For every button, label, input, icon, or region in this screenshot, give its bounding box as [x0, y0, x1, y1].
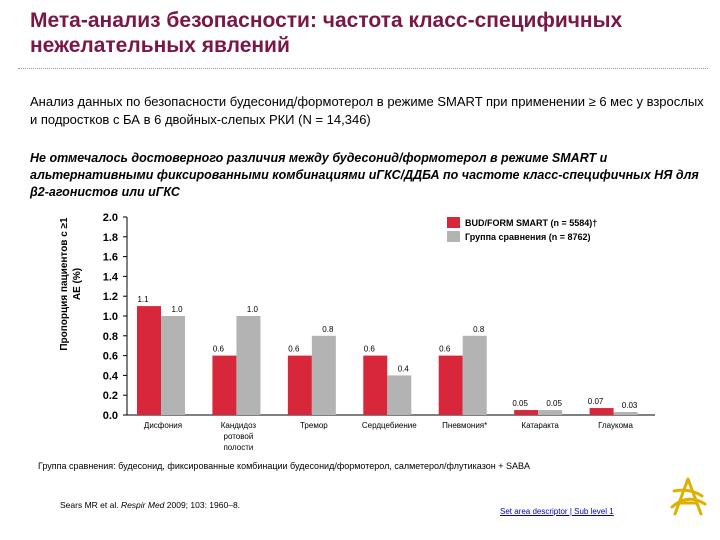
- legend-swatch: [447, 231, 460, 242]
- bar: [514, 410, 539, 415]
- data-label: 0.4: [398, 364, 410, 373]
- y-tick-label: 1.0: [103, 311, 118, 323]
- data-label: 0.05: [512, 399, 528, 408]
- data-label: 1.1: [137, 295, 149, 304]
- y-tick-label: 0.0: [103, 410, 118, 422]
- bar: [236, 316, 261, 415]
- data-label: 1.0: [171, 305, 183, 314]
- reference-citation: Sears MR et al. Respir Med 2009; 103: 19…: [60, 500, 240, 510]
- bar: [387, 375, 412, 415]
- legend-label: BUD/FORM SMART (n = 5584)†: [465, 218, 597, 228]
- data-label: 0.03: [622, 401, 638, 410]
- bar: [363, 355, 388, 415]
- bar: [212, 355, 237, 415]
- bar: [287, 355, 312, 415]
- y-tick-label: 1.8: [103, 232, 118, 244]
- bar: [137, 306, 161, 415]
- y-tick-label: 0.2: [103, 390, 118, 402]
- data-label: 0.6: [364, 345, 376, 354]
- title-divider: [18, 68, 708, 69]
- x-tick-label: Кандидоз ротовой полости: [221, 421, 257, 452]
- y-tick-label: 1.6: [103, 252, 118, 264]
- area-descriptor-link[interactable]: Set area descriptor | Sub level 1: [500, 507, 614, 516]
- slide-title: Мета-анализ безопасности: частота класс-…: [30, 9, 623, 57]
- key-statement: Не отмечалось достоверного различия межд…: [30, 151, 699, 199]
- x-tick-label: Катаракта: [521, 421, 559, 430]
- data-label: 0.6: [213, 345, 225, 354]
- data-label: 0.6: [439, 345, 451, 354]
- reference-authors: Sears MR et al.: [60, 500, 121, 510]
- y-tick-label: 0.6: [103, 351, 118, 363]
- bar: [613, 412, 638, 415]
- astrazeneca-logo-icon: [666, 476, 710, 525]
- y-tick-label: 1.2: [103, 291, 118, 303]
- legend-label: Группа сравнения (n = 8762): [465, 232, 591, 242]
- bar-chart: 0.0 0.2 0.4 0.6 0.8 1.0 1.2 1.4 1.6 1.8 2.0 1.1 1.0 Д…: [103, 212, 655, 452]
- x-tick-label: Тремор: [300, 421, 328, 430]
- y-tick-label: 0.8: [103, 331, 118, 343]
- x-tick-label: Сердцебиение: [362, 421, 417, 430]
- reference-details: 2009; 103: 1960–8.: [164, 500, 241, 510]
- bar: [589, 408, 614, 415]
- y-tick-label: 1.4: [103, 271, 119, 283]
- data-label: 0.07: [588, 397, 604, 406]
- bar: [462, 335, 487, 415]
- y-tick-label: 0.4: [103, 370, 119, 382]
- bar: [438, 355, 463, 415]
- x-tick-label: Дисфония: [144, 421, 182, 430]
- x-tick-label: Глаукома: [598, 421, 633, 430]
- data-label: 0.05: [546, 399, 562, 408]
- reference-journal: Respir Med: [120, 500, 165, 510]
- data-label: 1.0: [247, 305, 259, 314]
- bar: [538, 410, 563, 415]
- data-label: 0.6: [288, 345, 300, 354]
- intro-text: Анализ данных по безопасности будесонид/…: [30, 94, 704, 127]
- bar: [311, 335, 336, 415]
- legend-swatch: [447, 217, 460, 228]
- y-tick-label: 2.0: [103, 212, 118, 224]
- data-label: 0.8: [322, 325, 334, 334]
- x-tick-label: Пневмония*: [442, 421, 487, 430]
- comparison-group-footnote: Группа сравнения: будесонид, фиксированн…: [38, 461, 530, 471]
- bar: [161, 316, 185, 415]
- data-label: 0.8: [473, 325, 485, 334]
